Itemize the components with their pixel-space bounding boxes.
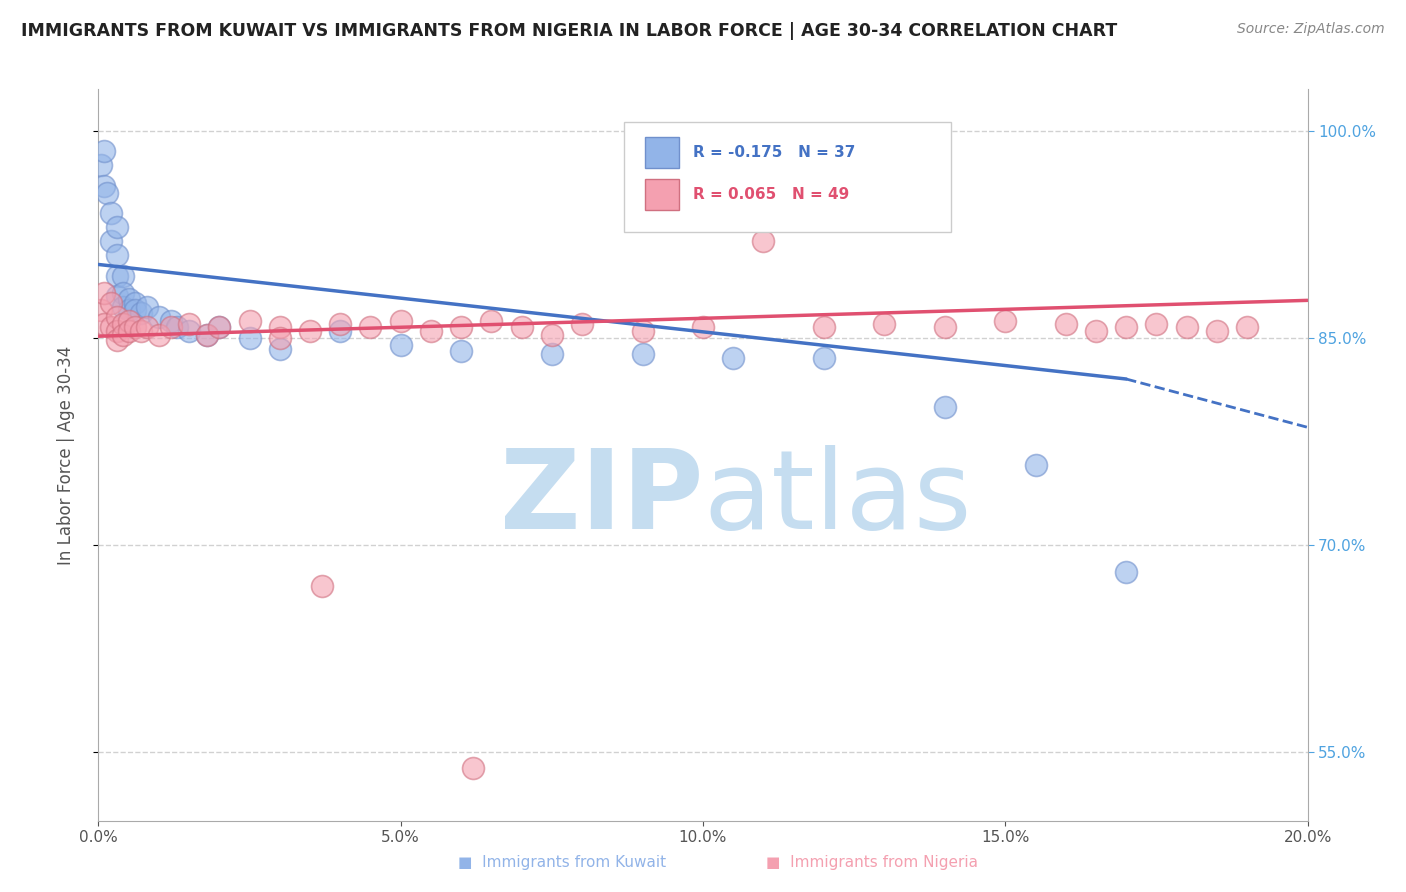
Point [148, 327, 170, 342]
FancyBboxPatch shape [624, 122, 950, 232]
Point [481, 314, 503, 328]
Point [111, 327, 134, 342]
Point [723, 351, 745, 366]
Point [389, 337, 412, 351]
Bar [645, 179, 679, 210]
Point [179, 317, 201, 331]
Point [299, 324, 322, 338]
Point [105, 268, 128, 283]
Point [692, 319, 714, 334]
Point [100, 206, 122, 220]
Point [450, 344, 472, 359]
Point [124, 303, 146, 318]
Point [135, 300, 157, 314]
Point [1024, 458, 1046, 472]
Point [463, 761, 485, 775]
Point [540, 327, 562, 342]
Y-axis label: In Labor Force | Age 30-34: In Labor Force | Age 30-34 [56, 345, 75, 565]
Point [510, 319, 533, 334]
Point [148, 310, 170, 324]
Point [329, 317, 352, 331]
Point [239, 314, 262, 328]
Point [420, 324, 443, 338]
Point [873, 317, 896, 331]
Point [111, 300, 134, 314]
Point [135, 319, 157, 334]
Text: R = -0.175   N = 37: R = -0.175 N = 37 [693, 145, 856, 161]
Point [269, 342, 291, 356]
Point [1085, 324, 1108, 338]
Point [105, 324, 128, 338]
Point [994, 314, 1017, 328]
Bar [645, 137, 679, 169]
Point [96, 186, 118, 200]
Text: R = 0.065   N = 49: R = 0.065 N = 49 [693, 187, 849, 202]
Point [129, 306, 152, 320]
Point [195, 327, 218, 342]
Point [118, 314, 141, 328]
Point [329, 324, 352, 338]
Point [571, 317, 593, 331]
Point [934, 319, 956, 334]
Point [93, 286, 115, 301]
Point [269, 319, 291, 334]
Point [813, 351, 835, 366]
Point [160, 319, 183, 334]
Point [160, 314, 183, 328]
Point [631, 347, 654, 361]
Point [813, 319, 835, 334]
Point [166, 319, 188, 334]
Point [105, 220, 128, 235]
Point [1115, 319, 1137, 334]
Point [752, 234, 775, 248]
Point [540, 347, 562, 361]
Point [269, 330, 291, 344]
Point [934, 400, 956, 414]
Point [129, 324, 152, 338]
Point [208, 319, 231, 334]
Point [1115, 566, 1137, 580]
Point [1144, 317, 1167, 331]
Point [100, 296, 122, 310]
Point [208, 319, 231, 334]
Point [118, 292, 141, 306]
Point [631, 324, 654, 338]
Point [105, 334, 128, 348]
Point [124, 319, 146, 334]
Point [105, 289, 128, 303]
Point [111, 268, 134, 283]
Point [124, 296, 146, 310]
Point [239, 330, 262, 344]
Point [93, 317, 115, 331]
Point [90, 303, 112, 318]
Point [360, 319, 382, 334]
Text: atlas: atlas [703, 445, 972, 552]
Point [93, 178, 115, 193]
Text: ■  Immigrants from Kuwait: ■ Immigrants from Kuwait [458, 855, 666, 870]
Point [105, 248, 128, 262]
Text: ■  Immigrants from Nigeria: ■ Immigrants from Nigeria [766, 855, 977, 870]
Point [179, 324, 201, 338]
Point [1054, 317, 1077, 331]
Point [118, 303, 141, 318]
Point [100, 234, 122, 248]
Point [1206, 324, 1229, 338]
Point [1236, 319, 1258, 334]
Point [100, 319, 122, 334]
Point [105, 310, 128, 324]
Point [389, 314, 412, 328]
Point [195, 327, 218, 342]
Point [111, 286, 134, 301]
Point [93, 145, 115, 159]
Point [111, 317, 134, 331]
Point [1175, 319, 1198, 334]
Text: ZIP: ZIP [499, 445, 703, 552]
Text: IMMIGRANTS FROM KUWAIT VS IMMIGRANTS FROM NIGERIA IN LABOR FORCE | AGE 30-34 COR: IMMIGRANTS FROM KUWAIT VS IMMIGRANTS FRO… [21, 22, 1118, 40]
Point [450, 319, 472, 334]
Point [90, 158, 112, 172]
Text: Source: ZipAtlas.com: Source: ZipAtlas.com [1237, 22, 1385, 37]
Point [311, 579, 333, 593]
Point [118, 324, 141, 338]
